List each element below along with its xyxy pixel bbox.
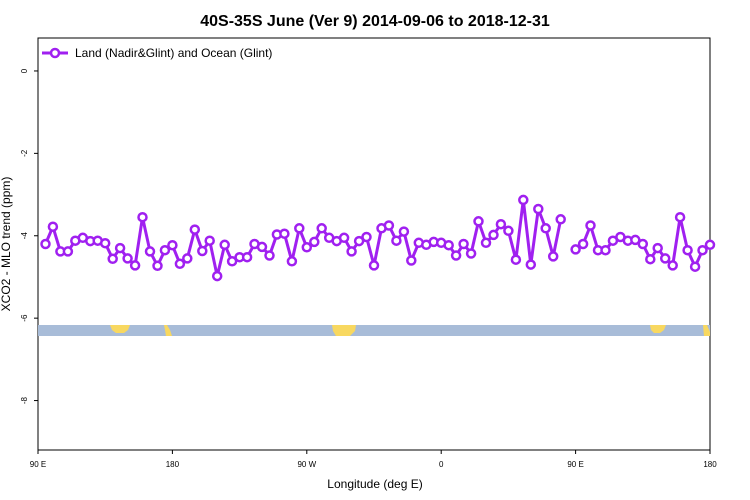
land-ocean-strip <box>38 325 710 336</box>
legend: Land (Nadir&Glint) and Ocean (Glint) <box>42 46 272 60</box>
data-point <box>107 253 118 265</box>
ocean-strip <box>38 325 710 336</box>
y-tick-label: -4 <box>20 232 29 240</box>
data-point <box>279 228 290 239</box>
y-tick-label: -8 <box>20 396 29 404</box>
data-point <box>406 255 417 266</box>
data-point <box>174 258 186 270</box>
data-point <box>294 223 305 234</box>
data-point <box>47 221 59 232</box>
y-tick-label: -6 <box>20 314 29 322</box>
data-point <box>346 246 357 257</box>
data-point <box>219 239 230 251</box>
data-point <box>211 270 223 282</box>
data-point <box>167 239 178 251</box>
data-point <box>383 220 395 231</box>
data-point <box>667 260 678 271</box>
data-point <box>338 232 350 244</box>
data-point <box>204 235 215 246</box>
data-point <box>398 226 410 237</box>
land-patch <box>164 325 172 336</box>
data-point <box>697 244 708 256</box>
data-point <box>443 239 454 251</box>
data-point <box>689 261 701 272</box>
data-point <box>585 220 596 231</box>
data-point <box>122 253 133 264</box>
data-point <box>547 251 559 262</box>
data-point <box>674 211 686 223</box>
x-tick-label: 90 W <box>297 460 316 469</box>
data-point <box>114 242 126 254</box>
x-axis: 90 E 180 90 W 0 90 E 180 <box>30 450 717 469</box>
series-line <box>44 198 563 278</box>
land-patch <box>332 325 356 336</box>
data-point <box>637 238 649 250</box>
data-point <box>600 244 611 256</box>
legend-marker-swatch <box>49 47 61 59</box>
x-tick-label: 90 E <box>30 460 46 469</box>
data-point <box>465 248 477 259</box>
data-point <box>540 223 551 234</box>
legend-label: Land (Nadir&Glint) and Ocean (Glint) <box>75 46 272 60</box>
data-point <box>99 237 111 249</box>
y-axis: 0 -2 -4 -6 -8 <box>20 68 38 404</box>
data-point <box>226 256 238 267</box>
data-point <box>152 260 163 272</box>
x-tick-label: 90 E <box>567 460 583 469</box>
series-layer <box>40 194 716 282</box>
data-point <box>264 250 275 261</box>
y-axis-label: XCO2 - MLO trend (ppm) <box>0 177 13 312</box>
y-tick-label: -2 <box>20 149 29 157</box>
y-tick-label: 0 <box>20 68 29 73</box>
land-patch <box>110 325 130 333</box>
data-point <box>473 216 484 227</box>
data-point <box>488 229 499 241</box>
data-point <box>241 251 253 263</box>
data-point <box>570 244 581 255</box>
data-point <box>129 260 141 271</box>
data-point <box>510 254 522 265</box>
data-point <box>189 224 201 235</box>
data-point <box>40 238 51 250</box>
data-point <box>137 211 148 223</box>
data-point <box>704 239 716 251</box>
land-patch <box>650 325 666 333</box>
data-point <box>144 246 156 257</box>
data-point <box>450 250 462 261</box>
data-point <box>503 225 514 237</box>
x-tick-label: 180 <box>166 460 180 469</box>
x-axis-label: Longitude (deg E) <box>327 477 422 491</box>
data-point <box>256 241 268 253</box>
data-point <box>659 253 671 264</box>
land-patch <box>703 325 710 336</box>
data-point <box>630 234 641 246</box>
data-point <box>353 235 365 247</box>
data-point <box>368 260 380 271</box>
data-point <box>533 203 544 215</box>
data-point <box>682 244 693 256</box>
data-point <box>309 236 320 248</box>
chart-title: 40S-35S June (Ver 9) 2014-09-06 to 2018-… <box>200 13 550 30</box>
data-point <box>316 223 327 234</box>
data-point <box>182 253 193 264</box>
data-point <box>197 245 208 257</box>
x-tick-label: 0 <box>439 460 444 469</box>
x-tick-label: 180 <box>703 460 717 469</box>
data-point <box>159 244 171 256</box>
data-point <box>286 256 298 267</box>
data-point <box>652 242 663 254</box>
data-point <box>525 259 537 270</box>
data-point <box>62 246 74 257</box>
data-point <box>518 194 529 206</box>
data-point <box>577 238 589 250</box>
data-point <box>458 238 469 250</box>
data-point <box>361 231 372 243</box>
data-point <box>391 235 402 246</box>
data-point <box>301 242 313 253</box>
data-point <box>555 214 566 225</box>
data-point <box>480 237 492 249</box>
data-point <box>645 253 656 265</box>
data-point <box>495 218 507 230</box>
